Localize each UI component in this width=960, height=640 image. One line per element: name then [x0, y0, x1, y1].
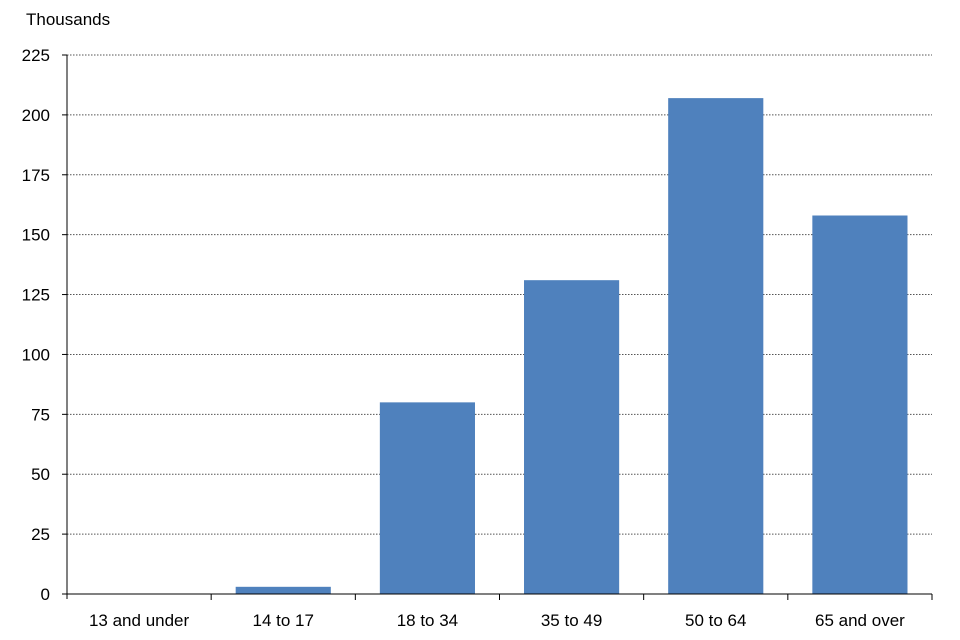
y-axis-unit-label: Thousands [26, 10, 111, 29]
x-tick-label: 50 to 64 [685, 611, 746, 630]
gridlines [67, 54, 932, 535]
y-tick-label: 100 [22, 345, 50, 364]
x-tick-label: 13 and under [89, 611, 190, 630]
y-tick-label: 125 [22, 286, 50, 305]
bar [379, 402, 475, 594]
bar [668, 98, 764, 595]
x-tick-labels: 13 and under 14 to 17 18 to 34 35 to 49 50 t… [89, 611, 905, 630]
bar [812, 215, 908, 594]
y-tick-label: 25 [31, 525, 50, 544]
bar [524, 280, 620, 594]
y-tick-label: 75 [31, 405, 50, 424]
x-tick-label: 18 to 34 [397, 611, 458, 630]
y-tick-label: 225 [22, 46, 50, 65]
x-tick-label: 14 to 17 [253, 611, 314, 630]
axes [62, 54, 933, 600]
y-tick-label: 0 [41, 585, 50, 604]
y-tick-label: 175 [22, 166, 50, 185]
y-tick-label: 150 [22, 226, 50, 245]
x-tick-label: 35 to 49 [541, 611, 602, 630]
bars [235, 98, 908, 595]
y-tick-label: 50 [31, 465, 50, 484]
y-tick-labels: 0 25 50 75 100 125 150 175 200 225 [22, 46, 50, 604]
x-tick-label: 65 and over [815, 611, 905, 630]
bar [235, 586, 331, 594]
y-tick-label: 200 [22, 106, 50, 125]
